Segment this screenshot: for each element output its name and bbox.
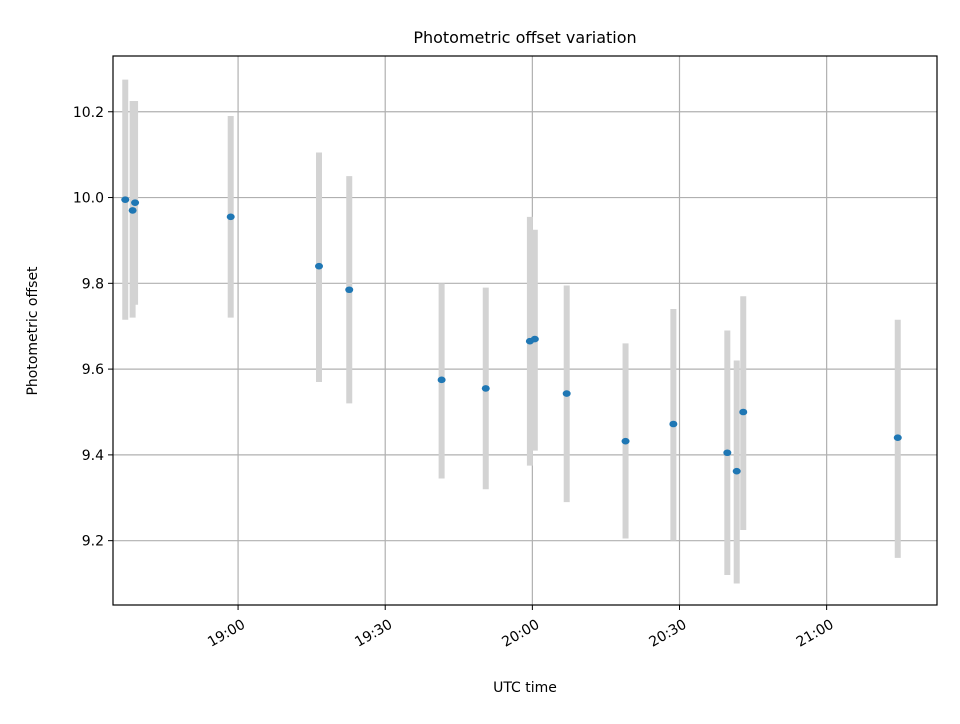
y-axis-label: Photometric offset [25, 266, 41, 396]
data-point [481, 385, 490, 392]
point-layer [121, 196, 902, 475]
data-point [723, 449, 732, 457]
y-tick-label: 10.0 [73, 191, 104, 207]
data-point [121, 196, 130, 203]
data-point [732, 467, 741, 475]
chart-title: Photometric offset variation [413, 28, 636, 47]
data-point [128, 207, 137, 214]
data-point [226, 213, 235, 221]
y-tick-label: 9.4 [82, 448, 104, 464]
x-tick-label: 20:00 [499, 617, 542, 651]
errorbar-layer [122, 79, 901, 584]
data-point [621, 437, 630, 445]
data-point [739, 408, 748, 416]
data-point [562, 390, 571, 397]
x-tick-label: 19:00 [205, 617, 248, 651]
data-point [669, 420, 678, 428]
plot-frame [112, 55, 938, 606]
y-tick-label: 9.6 [82, 362, 104, 378]
grid-layer [113, 56, 937, 605]
data-point [893, 434, 902, 442]
data-point [345, 286, 354, 294]
data-point [530, 335, 539, 343]
y-tick-label: 10.2 [73, 105, 104, 121]
tick-layer: 19:00 19:30 20:00 20:30 21:00 9.2 9.4 9.6 9.8 10.… [73, 105, 837, 651]
data-point [131, 199, 140, 206]
data-point [315, 262, 323, 270]
data-point [437, 376, 446, 384]
x-tick-label: 21:00 [794, 617, 837, 651]
x-tick-label: 20:30 [647, 617, 690, 651]
x-axis-label: UTC time [493, 680, 557, 696]
y-tick-label: 9.8 [82, 276, 104, 292]
y-tick-label: 9.2 [82, 534, 104, 550]
x-tick-label: 19:30 [352, 617, 395, 651]
